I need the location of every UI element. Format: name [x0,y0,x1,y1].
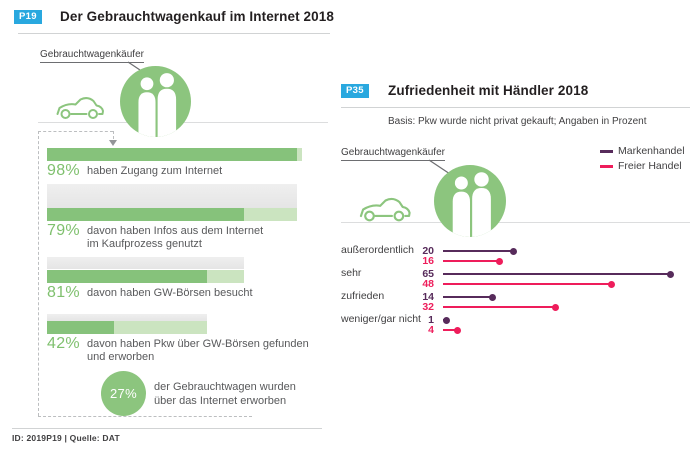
funnel-step-label: davon haben GW-Börsen besucht [87,285,253,300]
funnel-transition [47,257,245,269]
funnel-step-value: 98% [47,162,80,179]
lollipop-dot [453,326,461,334]
funnel-step-label-line: davon haben Infos aus dem Internet [87,225,264,237]
page-badge-p19: P19 [14,10,42,24]
value-label: 48 [422,278,434,290]
funnel-dashed-left [38,131,39,416]
value-label: 32 [422,301,434,313]
right-title-rule [341,107,690,108]
left-title-rule [18,33,330,34]
value-label: 16 [422,255,434,267]
value-label: 1 [428,314,434,326]
legend-item: Markenhandel [600,145,685,157]
source-note: ID: 2019P19 | Quelle: DAT [12,433,120,443]
lollipop-line [443,329,457,331]
funnel-bar-fill [47,148,297,161]
legend-swatch [600,149,613,153]
funnel-bar [47,148,302,161]
used-car-buyers-icon [120,66,191,137]
value-label: 4 [428,324,434,336]
funnel-pointer-arrow-icon [109,140,117,146]
value-label: 20 [422,245,434,257]
lollipop-line [443,273,671,275]
funnel-bar [47,321,207,334]
category-label: zufrieden [341,290,385,302]
funnel-transition [47,314,207,321]
left-panel-title: Der Gebrauchtwagenkauf im Internet 2018 [60,9,334,24]
lollipop-dot [488,293,496,301]
footer-rule [12,428,322,429]
funnel-step-text: 81% davon haben GW-Börsen besucht [47,285,253,301]
funnel-step-label-line: davon haben GW-Börsen besucht [87,287,253,299]
funnel-step-text: 98% haben Zugang zum Internet [47,163,222,179]
funnel-step-value: 79% [47,222,80,239]
lollipop-dot [495,257,503,265]
callout-27-circle: 27% [101,371,146,416]
funnel-step-label-line: davon haben Pkw über GW-Börsen gefunden [87,338,309,350]
right-panel-subtitle: Basis: Pkw wurde nicht privat gekauft; A… [388,116,647,127]
category-label: weniger/gar nicht [341,313,421,325]
lollipop-dot [509,247,517,255]
right-buyer-connector-line [428,159,451,175]
lollipop-line [443,260,499,262]
funnel-dashed-bottom [38,416,252,417]
lollipop-dot [551,303,559,311]
funnel-bar [47,270,245,283]
car-outline-icon [359,197,411,222]
value-label: 14 [422,291,434,303]
car-outline-icon [56,97,104,119]
page-badge-p35: P35 [341,84,369,98]
legend-label: Markenhandel [618,145,685,157]
lollipop-line [443,306,555,308]
used-car-buyers-icon [434,165,506,237]
funnel-step-value: 81% [47,284,80,301]
legend-label: Freier Handel [618,160,682,172]
funnel-step-label: davon haben Infos aus dem Internet im Kau… [87,223,263,251]
callout-text-line: über das Internet erworben [154,395,287,407]
legend-swatch [600,164,613,168]
funnel-bar [47,208,297,221]
funnel-pointer-line [113,131,114,139]
callout-text-line: der Gebrauchtwagen wurden [154,381,296,393]
lollipop-line [443,283,611,285]
lollipop-dot [667,270,674,278]
category-label: außerordentlich [341,244,414,256]
callout-27-text: der Gebrauchtwagen wurden über das Intern… [154,380,296,408]
right-buyer-label: Gebrauchtwagenkäufer [341,147,445,161]
lollipop-line [443,250,513,252]
funnel-step-label-line: im Kaufprozess genutzt [87,238,202,250]
right-panel-title: Zufriedenheit mit Händler 2018 [388,83,589,98]
value-label: 65 [422,268,434,280]
left-buyer-label: Gebrauchtwagenkäufer [40,49,144,63]
funnel-step-label: haben Zugang zum Internet [87,163,222,178]
funnel-transition [47,184,297,208]
legend-item: Freier Handel [600,160,682,172]
funnel-step-label: davon haben Pkw über GW-Börsen gefunden u… [87,336,309,364]
funnel-bar-fill [47,270,207,283]
funnel-bar-fill [47,321,115,334]
funnel-step-label-line: und erworben [87,351,155,363]
funnel-step-text: 79% davon haben Infos aus dem Internet im … [47,223,263,251]
category-label: sehr [341,267,362,279]
lollipop-dot [443,316,450,324]
funnel-bar-fill [47,208,245,221]
lollipop-dot [607,280,615,288]
funnel-step-text: 42% davon haben Pkw über GW-Börsen gefund… [47,336,309,364]
lollipop-line [443,296,492,298]
funnel-step-value: 42% [47,335,80,352]
right-ground-line [341,222,690,223]
funnel-dashed-top [38,131,113,132]
funnel-step-label-line: haben Zugang zum Internet [87,165,223,177]
